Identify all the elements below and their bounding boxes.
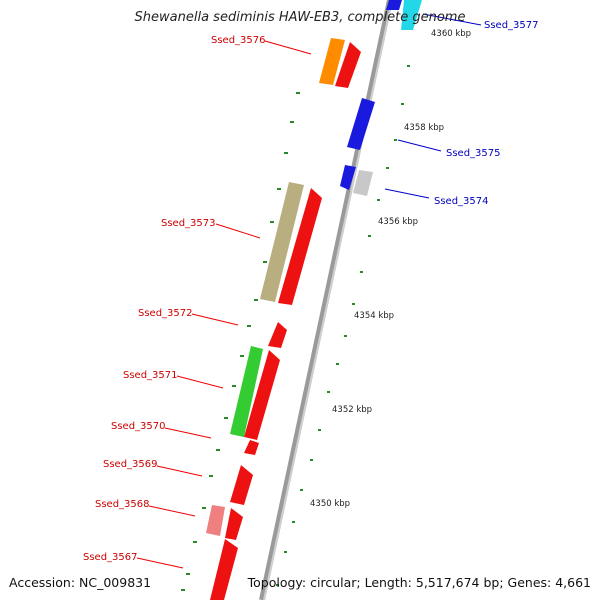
kbp-tick-labels: 4360 kbp 4358 kbp 4356 kbp 4354 kbp 4352… <box>310 29 471 509</box>
gene-ssed-3571-green[interactable] <box>230 346 263 437</box>
gene-ssed-3568-red[interactable] <box>225 508 243 540</box>
right-gene-labels: Ssed_3577 Ssed_3575 Ssed_3574 <box>384 13 539 207</box>
gene-ssed-3574a[interactable] <box>340 165 356 190</box>
label-ssed-3577[interactable]: Ssed_3577 <box>484 20 539 31</box>
label-ssed-3570[interactable]: Ssed_3570 <box>111 421 166 432</box>
label-ssed-3571[interactable]: Ssed_3571 <box>123 370 178 381</box>
topology-summary: Topology: circular; Length: 5,517,674 bp… <box>247 575 591 590</box>
label-ssed-3575[interactable]: Ssed_3575 <box>446 148 501 159</box>
label-ssed-3567[interactable]: Ssed_3567 <box>83 552 138 563</box>
tick-4358: 4358 kbp <box>404 123 444 133</box>
gene-ssed-3576-orange[interactable] <box>319 38 345 85</box>
gene-ssed-3570[interactable] <box>244 440 259 455</box>
left-gene-labels: Ssed_3576 Ssed_3573 Ssed_3572 Ssed_3571 … <box>83 35 312 569</box>
gene-ssed-3571-red[interactable] <box>244 350 280 440</box>
gene-ssed-3576-red[interactable] <box>335 42 361 88</box>
genome-backbone <box>259 0 393 601</box>
gene-ssed-3575[interactable] <box>347 98 375 150</box>
label-ssed-3568[interactable]: Ssed_3568 <box>95 499 150 510</box>
gene-ssed-3577[interactable] <box>386 0 402 10</box>
label-ssed-3573[interactable]: Ssed_3573 <box>161 218 216 229</box>
gene-ssed-3573-olive[interactable] <box>260 182 304 302</box>
gene-ssed-3572[interactable] <box>268 322 287 348</box>
label-ssed-3574[interactable]: Ssed_3574 <box>434 196 489 207</box>
gene-ssed-3568-pink[interactable] <box>206 505 225 536</box>
genome-title: Shewanella sediminis HAW-EB3, complete g… <box>134 10 466 25</box>
gene-ssed-3577-cyan[interactable] <box>401 0 422 30</box>
label-ssed-3572[interactable]: Ssed_3572 <box>138 308 193 319</box>
gene-ssed-3567[interactable] <box>210 539 238 600</box>
tick-4360: 4360 kbp <box>431 29 471 39</box>
tick-4352: 4352 kbp <box>332 405 372 415</box>
label-ssed-3576[interactable]: Ssed_3576 <box>211 35 266 46</box>
tick-4350: 4350 kbp <box>310 499 350 509</box>
genome-backbone-shadow <box>263 0 393 601</box>
gc-skew-dashes-right <box>276 65 410 586</box>
gene-ssed-3573-red[interactable] <box>278 188 322 305</box>
accession-text: Accession: NC_009831 <box>9 575 152 590</box>
gc-skew-dashes-left <box>181 92 300 591</box>
tick-4354: 4354 kbp <box>354 311 394 321</box>
gene-ssed-3574b[interactable] <box>353 170 373 196</box>
gene-ssed-3569[interactable] <box>230 465 253 505</box>
tick-4356: 4356 kbp <box>378 217 418 227</box>
label-ssed-3569[interactable]: Ssed_3569 <box>103 459 158 470</box>
